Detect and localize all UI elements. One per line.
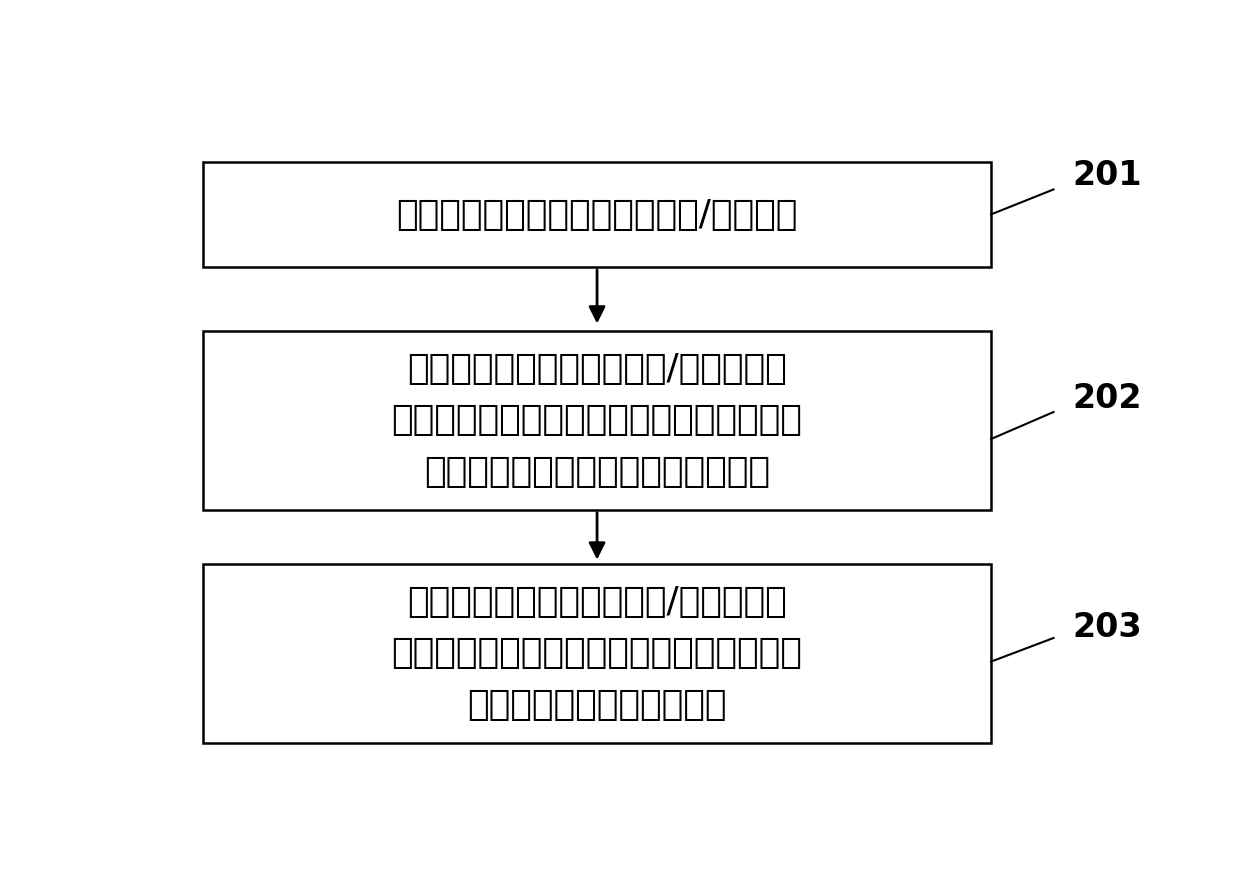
Bar	[203, 162, 991, 267]
Bar	[203, 564, 991, 743]
Bar	[203, 331, 991, 510]
Text: 根据预设的第一负荷门限和/或第一干扰
门限，选择符合条件的属于同一基站的三个
扇区化小区合并配置为一个逻辑小区: 根据预设的第一负荷门限和/或第一干扰 门限，选择符合条件的属于同一基站的三个 扇…	[392, 352, 802, 489]
Text: 统计系统内各个小区的负荷量和/或干扰值: 统计系统内各个小区的负荷量和/或干扰值	[397, 198, 797, 232]
Text: 203: 203	[1073, 611, 1142, 645]
Text: 201: 201	[1073, 159, 1142, 193]
Text: 根据预设的第二负荷门限和/或第二干扰
门限，选择符合条件的包括三个扇区的小区
分裂配置为三个扇区化小区: 根据预设的第二负荷门限和/或第二干扰 门限，选择符合条件的包括三个扇区的小区 分…	[392, 584, 802, 722]
Text: 202: 202	[1073, 382, 1142, 415]
